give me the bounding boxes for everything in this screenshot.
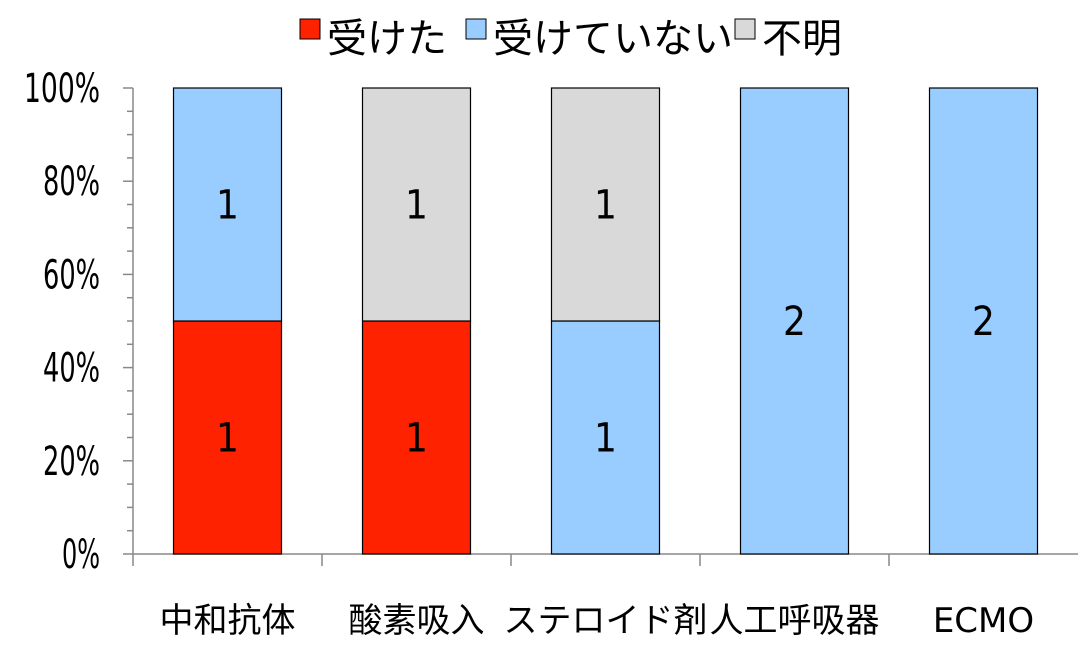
bar-segment (172, 320, 283, 555)
y-tick-label: 100% (24, 66, 100, 112)
data-label: 1 (594, 416, 617, 462)
labels: 1 1 中和抗体 1 1 酸素吸入 1 1 ステロイド剤 2 人工呼吸器 2 ECMO (160, 183, 1035, 642)
data-label: 2 (972, 299, 995, 345)
data-label: 1 (216, 416, 239, 462)
data-label: 1 (405, 183, 428, 229)
y-tick-label: 80% (43, 159, 100, 205)
legend-label-1: 受けた (327, 16, 447, 62)
legend: 受けた 受けていない 不明 (299, 16, 842, 62)
data-label: 1 (216, 183, 239, 229)
legend-swatch-3 (734, 18, 756, 40)
bar-segment (361, 87, 472, 322)
bars (172, 87, 1039, 555)
legend-swatch-1 (299, 18, 321, 40)
y-tick-label: 20% (43, 439, 100, 485)
bar-segment (172, 87, 283, 322)
x-category-label: 人工呼吸器 (710, 601, 880, 641)
bar-segment (550, 320, 661, 555)
x-category-label: 酸素吸入 (349, 601, 485, 641)
bar-segment (361, 320, 472, 555)
legend-label-3: 不明 (762, 16, 842, 62)
y-tick-label: 60% (43, 252, 100, 298)
x-category-label: ECMO (933, 601, 1034, 641)
bar-segment (928, 87, 1039, 555)
data-label: 1 (594, 183, 617, 229)
legend-swatch-2 (465, 18, 487, 40)
x-category-label: ステロイド剤 (504, 601, 708, 641)
data-label: 1 (405, 416, 428, 462)
x-category-label: 中和抗体 (160, 601, 296, 641)
y-tick-label: 40% (43, 346, 100, 392)
y-tick-label: 0% (62, 532, 100, 578)
bar-segment (550, 87, 661, 322)
axes: 0% 20% 40% 60% 80% 100% (24, 66, 1078, 578)
legend-label-2: 受けていない (493, 16, 733, 62)
data-label: 2 (783, 299, 806, 345)
bar-segment (739, 87, 850, 555)
